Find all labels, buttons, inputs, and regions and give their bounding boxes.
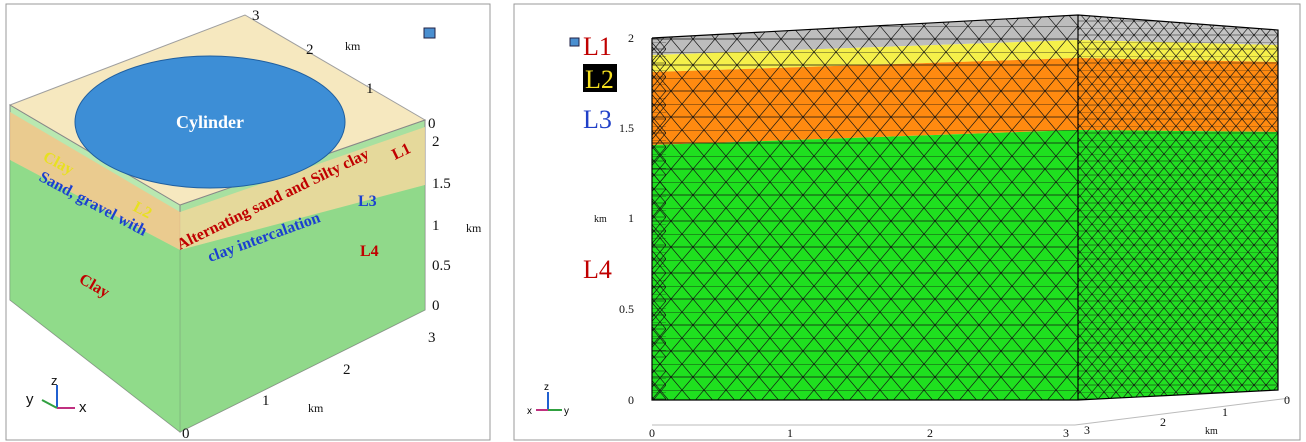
mesh	[1078, 15, 1278, 400]
tick-label: 2	[343, 362, 351, 378]
triad-label: y	[26, 391, 34, 408]
label: L3	[583, 105, 612, 134]
label: L4	[360, 243, 379, 260]
figure: Cylinder Clay Sand, gravel with L2 Alter…	[0, 0, 1306, 442]
tick-label: 1	[366, 81, 374, 97]
triad-label: y	[564, 406, 569, 417]
axis-unit: km	[308, 401, 324, 415]
triad-label: x	[527, 406, 532, 417]
tick-label: 0	[432, 298, 440, 314]
triad-label: x	[79, 399, 87, 416]
tick-label: 3	[1063, 426, 1069, 440]
tick-label: 3	[1084, 423, 1090, 437]
tick-label: 2	[927, 426, 933, 440]
tick-label: 2	[432, 134, 440, 150]
axis-unit: km	[466, 221, 482, 235]
icon	[570, 38, 579, 46]
tick-label: 0	[649, 426, 655, 440]
tick-label: 1.5	[432, 176, 451, 192]
axis-unit: km	[1205, 426, 1218, 437]
axis-unit: km	[345, 39, 361, 53]
tick-label: 1.5	[619, 121, 634, 135]
label: L4	[583, 255, 612, 284]
tick-label: 0	[428, 116, 436, 132]
left-panel: Cylinder Clay Sand, gravel with L2 Alter…	[6, 4, 490, 442]
tick-label: 2	[628, 31, 634, 45]
label: L1	[583, 32, 612, 61]
tick-label: 2	[1160, 415, 1166, 429]
icon	[424, 28, 435, 38]
tick-label: 0	[1284, 393, 1290, 407]
tick-label: 1	[787, 426, 793, 440]
tick-label: 0.5	[432, 258, 451, 274]
label: L2	[585, 65, 614, 94]
tick-label: 1	[432, 218, 440, 234]
right-panel: L1 L2 L3 L4 2 1.5 1 0.5 0 km 0 1 2 3 3 2…	[514, 4, 1300, 440]
axis-unit: km	[594, 214, 607, 225]
mesh	[652, 15, 1078, 400]
tick-label: 3	[428, 330, 436, 346]
triad-label: z	[51, 373, 58, 388]
tick-label: 0.5	[619, 302, 634, 316]
tick-label: 1	[628, 211, 634, 225]
tick-label: 2	[306, 42, 314, 58]
label: Cylinder	[176, 112, 244, 132]
tick-label: 3	[252, 8, 260, 24]
triad-label: z	[544, 382, 549, 393]
mesh	[652, 38, 666, 400]
tick-label: 1	[262, 393, 270, 409]
tick-label: 0	[182, 426, 190, 442]
label: L3	[358, 193, 377, 210]
tick-label: 0	[628, 393, 634, 407]
tick-label: 1	[1222, 405, 1228, 419]
